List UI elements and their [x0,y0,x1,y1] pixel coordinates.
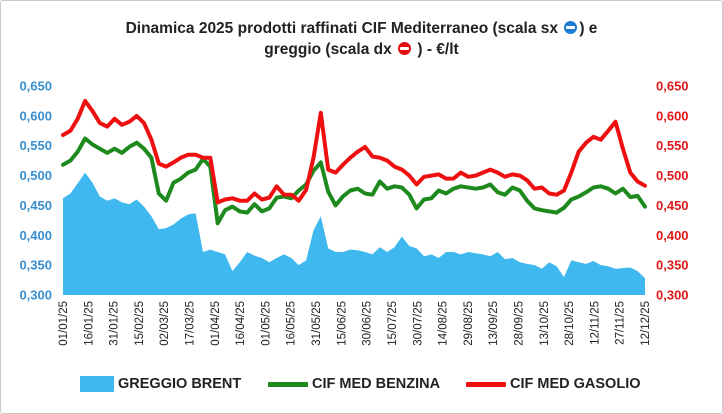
x-tick-label: 15/02/25 [134,301,146,346]
x-tick-label: 16/04/25 [235,301,247,346]
right-axis-ticks: 0,300 0,350 0,400 0,450 0,500 0,550 0,600 0,650 [656,79,689,303]
line-series-layer [61,98,647,226]
x-tick-label: 01/05/25 [260,301,272,346]
y-right-tick-label: 0,600 [656,108,689,123]
title-line-2-text: greggio (scala dx [264,41,392,58]
x-tick-label: 12/11/25 [589,301,601,345]
x-tick-label: 30/07/25 [412,301,424,346]
title-line-1-text: Dinamica 2025 prodotti raffinati CIF Med… [125,20,558,37]
x-tick-label: 27/11/25 [615,301,627,345]
legend-item-gasolio: CIF MED GASOLIO [466,376,641,392]
x-tick-label: 16/05/25 [286,301,298,346]
title-line-1: Dinamica 2025 prodotti raffinati CIF Med… [0,18,723,39]
red-circle-minus-icon [398,42,412,55]
legend-swatch-gasolio [466,381,506,387]
x-tick-label: 28/09/25 [514,301,526,346]
y-right-tick-label: 0,450 [656,198,689,213]
x-tick-label: 29/08/25 [463,301,475,346]
legend-item-brent: GREGGIO BRENT [80,376,241,392]
y-left-tick-label: 0,550 [19,138,52,153]
x-tick-label: 13/09/25 [488,301,500,346]
title-line-1-end: ) e [579,20,598,37]
y-left-tick-label: 0,500 [19,168,52,183]
y-right-tick-label: 0,550 [656,138,689,153]
x-tick-label: 28/10/25 [564,301,576,346]
x-tick-label: 17/03/25 [185,301,197,346]
x-tick-label: 01/01/25 [58,301,70,346]
x-tick-label: 31/01/25 [109,301,121,346]
x-tick-label: 12/12/25 [640,301,652,346]
y-right-tick-label: 0,350 [656,258,689,273]
legend-label-gasolio: CIF MED GASOLIO [510,376,641,392]
series-area-brent [63,172,645,295]
y-left-tick-label: 0,400 [19,228,52,243]
y-right-tick-label: 0,500 [656,168,689,183]
legend-label-benzina: CIF MED BENZINA [312,376,441,392]
series-line-benzina [61,136,647,226]
x-axis-ticks: 01/01/25 16/01/25 31/01/25 15/02/25 02/03/25… [58,301,652,346]
legend-swatch-benzina [268,381,308,387]
legend-swatch-brent [80,376,114,392]
y-left-tick-label: 0,650 [19,79,52,94]
title-line-2: greggio (scala dx ) - €/lt [0,39,723,60]
legend-item-benzina: CIF MED BENZINA [268,376,440,392]
y-left-tick-label: 0,300 [19,288,52,303]
x-tick-label: 02/03/25 [159,301,171,346]
x-tick-label: 15/06/25 [336,301,348,346]
y-right-tick-label: 0,650 [656,79,689,94]
y-left-tick-label: 0,450 [19,198,52,213]
y-right-tick-label: 0,400 [656,228,689,243]
x-tick-label: 31/05/25 [311,301,323,346]
y-left-tick-label: 0,350 [19,258,52,273]
legend: GREGGIO BRENT CIF MED BENZINA CIF MED GA… [0,370,723,400]
x-tick-label: 13/10/25 [539,301,551,346]
chart-title: Dinamica 2025 prodotti raffinati CIF Med… [0,18,723,60]
title-line-2-end: ) - €/lt [417,41,459,58]
series-line-gasolio [61,98,647,205]
x-tick-label: 01/04/25 [210,301,222,346]
x-tick-label: 30/06/25 [362,301,374,346]
legend-label-brent: GREGGIO BRENT [118,376,242,392]
x-tick-label: 15/07/25 [387,301,399,346]
x-tick-label: 16/01/25 [83,301,95,346]
brent-area-layer [63,172,645,295]
x-tick-label: 14/08/25 [438,301,450,346]
y-left-tick-label: 0,600 [19,108,52,123]
blue-circle-minus-icon [564,21,578,34]
left-axis-ticks: 0,300 0,350 0,400 0,450 0,500 0,550 0,600 0,650 [19,79,52,303]
y-right-tick-label: 0,300 [656,288,689,303]
